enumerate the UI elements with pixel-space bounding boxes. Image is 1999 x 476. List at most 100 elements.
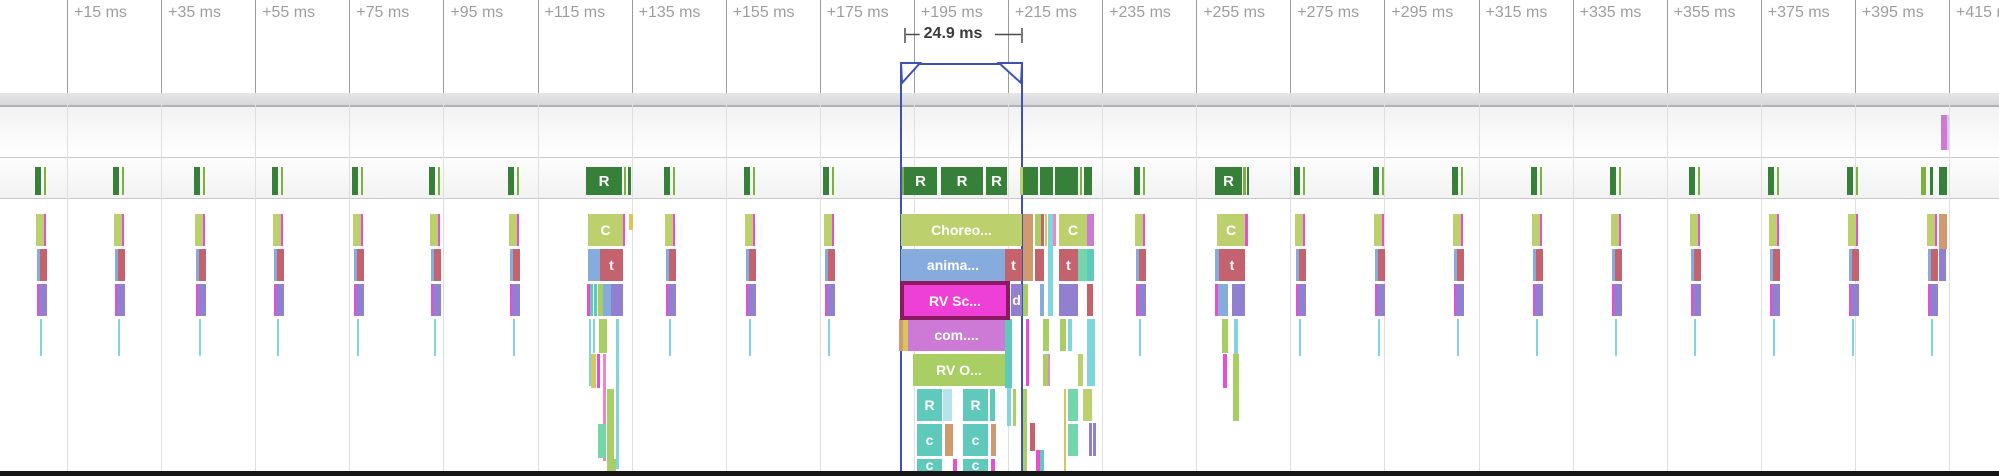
trace-slice[interactable]	[430, 214, 438, 246]
trace-slice[interactable]	[1851, 284, 1859, 316]
trace-slice[interactable]	[1026, 319, 1029, 386]
trace-slice[interactable]	[431, 249, 434, 281]
trace-slice[interactable]	[668, 284, 676, 316]
trace-slice[interactable]	[1055, 167, 1078, 195]
trace-slice[interactable]	[434, 249, 441, 281]
trace-slice[interactable]	[36, 214, 44, 246]
trace-slice[interactable]	[664, 167, 670, 195]
trace-slice[interactable]	[1303, 167, 1305, 195]
trace-slice[interactable]	[990, 389, 995, 421]
trace-slice[interactable]	[589, 319, 591, 386]
trace-slice[interactable]	[1852, 319, 1854, 356]
trace-slice[interactable]	[628, 167, 631, 195]
trace-slice[interactable]	[1375, 249, 1378, 281]
trace-slice[interactable]	[1299, 249, 1306, 281]
trace-slice[interactable]	[513, 249, 520, 281]
trace-slice[interactable]	[598, 284, 603, 316]
trace-slice[interactable]	[1533, 284, 1535, 316]
trace-slice[interactable]	[603, 354, 606, 461]
trace-slice[interactable]: R	[904, 167, 937, 195]
trace-slice[interactable]	[623, 214, 625, 246]
trace-slice[interactable]	[673, 167, 675, 195]
trace-slice[interactable]	[1610, 167, 1616, 195]
time-ruler[interactable]: +15 ms +35 ms +55 ms +75 ms +95 ms +115 ms +13…	[0, 0, 1999, 93]
trace-slice[interactable]	[354, 249, 357, 281]
trace-slice[interactable]: C	[1217, 214, 1245, 246]
collapsed-track-band[interactable]	[0, 93, 1999, 107]
trace-slice[interactable]	[273, 214, 281, 246]
trace-slice[interactable]	[1461, 214, 1463, 246]
trace-slice[interactable]	[517, 167, 519, 195]
trace-slice[interactable]: t	[1005, 249, 1022, 281]
trace-slice[interactable]	[1456, 284, 1464, 316]
trace-slice[interactable]	[1691, 249, 1694, 281]
trace-slice[interactable]	[1296, 249, 1299, 281]
trace-slice[interactable]	[1139, 319, 1141, 356]
trace-slice[interactable]	[1005, 319, 1012, 388]
trace-slice[interactable]	[1215, 284, 1218, 316]
trace-slice[interactable]	[745, 214, 753, 246]
trace-slice[interactable]	[115, 249, 118, 281]
trace-slice[interactable]	[199, 249, 206, 281]
trace-slice[interactable]	[1698, 214, 1700, 246]
trace-slice[interactable]	[1849, 284, 1851, 316]
trace-slice[interactable]	[431, 284, 433, 316]
trace-slice[interactable]	[828, 249, 835, 281]
trace-slice[interactable]	[1382, 214, 1384, 246]
trace-slice[interactable]	[591, 354, 596, 388]
trace-slice[interactable]	[1296, 284, 1298, 316]
trace-slice[interactable]	[1040, 450, 1044, 471]
trace-slice[interactable]: c	[963, 424, 988, 456]
trace-slice[interactable]	[1770, 284, 1772, 316]
trace-slice[interactable]	[1232, 284, 1245, 316]
trace-slice[interactable]	[37, 284, 39, 316]
trace-slice[interactable]	[1060, 319, 1066, 351]
trace-slice[interactable]	[118, 249, 125, 281]
trace-slice[interactable]	[1040, 167, 1053, 195]
trace-slice[interactable]	[991, 424, 996, 456]
trace-slice[interactable]	[203, 214, 205, 246]
trace-slice[interactable]	[438, 214, 440, 246]
trace-slice[interactable]	[1615, 319, 1617, 356]
trace-slice[interactable]	[199, 319, 201, 356]
trace-slice[interactable]: c	[917, 459, 942, 471]
trace-slice[interactable]	[352, 167, 358, 195]
trace-slice[interactable]	[1536, 319, 1538, 356]
selected-trace-slice[interactable]: RV Sc...	[900, 281, 1010, 320]
trace-slice[interactable]	[1303, 214, 1305, 246]
trace-slice[interactable]	[1373, 167, 1379, 195]
upper-track-slice[interactable]	[1941, 115, 1947, 150]
trace-slice[interactable]	[1035, 214, 1041, 246]
trace-slice[interactable]	[1059, 284, 1078, 316]
trace-slice[interactable]	[597, 354, 600, 388]
trace-slice[interactable]	[1218, 284, 1228, 316]
trace-slice[interactable]	[1053, 214, 1056, 246]
trace-slice[interactable]	[44, 214, 46, 246]
trace-slice[interactable]	[827, 284, 835, 316]
trace-slice[interactable]	[1036, 450, 1040, 471]
trace-slice[interactable]	[669, 249, 676, 281]
trace-slice[interactable]	[1615, 249, 1622, 281]
trace-slice[interactable]	[1064, 389, 1066, 471]
trace-slice[interactable]	[1068, 389, 1078, 421]
trace-slice[interactable]	[510, 284, 512, 316]
trace-slice[interactable]	[1233, 354, 1239, 421]
trace-slice[interactable]	[1134, 167, 1140, 195]
trace-slice[interactable]	[603, 284, 611, 316]
trace-slice[interactable]	[1093, 423, 1096, 456]
trace-slice[interactable]	[1023, 284, 1028, 316]
trace-slice[interactable]: C	[1059, 214, 1087, 246]
trace-slice[interactable]	[629, 214, 633, 230]
trace-slice[interactable]	[1856, 167, 1858, 195]
trace-slice[interactable]	[1457, 319, 1459, 356]
trace-slice[interactable]	[1532, 214, 1540, 246]
trace-slice[interactable]	[354, 284, 356, 316]
trace-slice[interactable]	[1694, 249, 1701, 281]
trace-slice[interactable]	[361, 214, 363, 246]
trace-slice[interactable]	[1921, 167, 1926, 195]
trace-slice[interactable]	[1939, 167, 1947, 195]
trace-slice[interactable]	[357, 319, 359, 356]
trace-slice[interactable]	[277, 249, 284, 281]
trace-slice[interactable]	[1770, 249, 1773, 281]
trace-slice[interactable]	[624, 167, 626, 195]
